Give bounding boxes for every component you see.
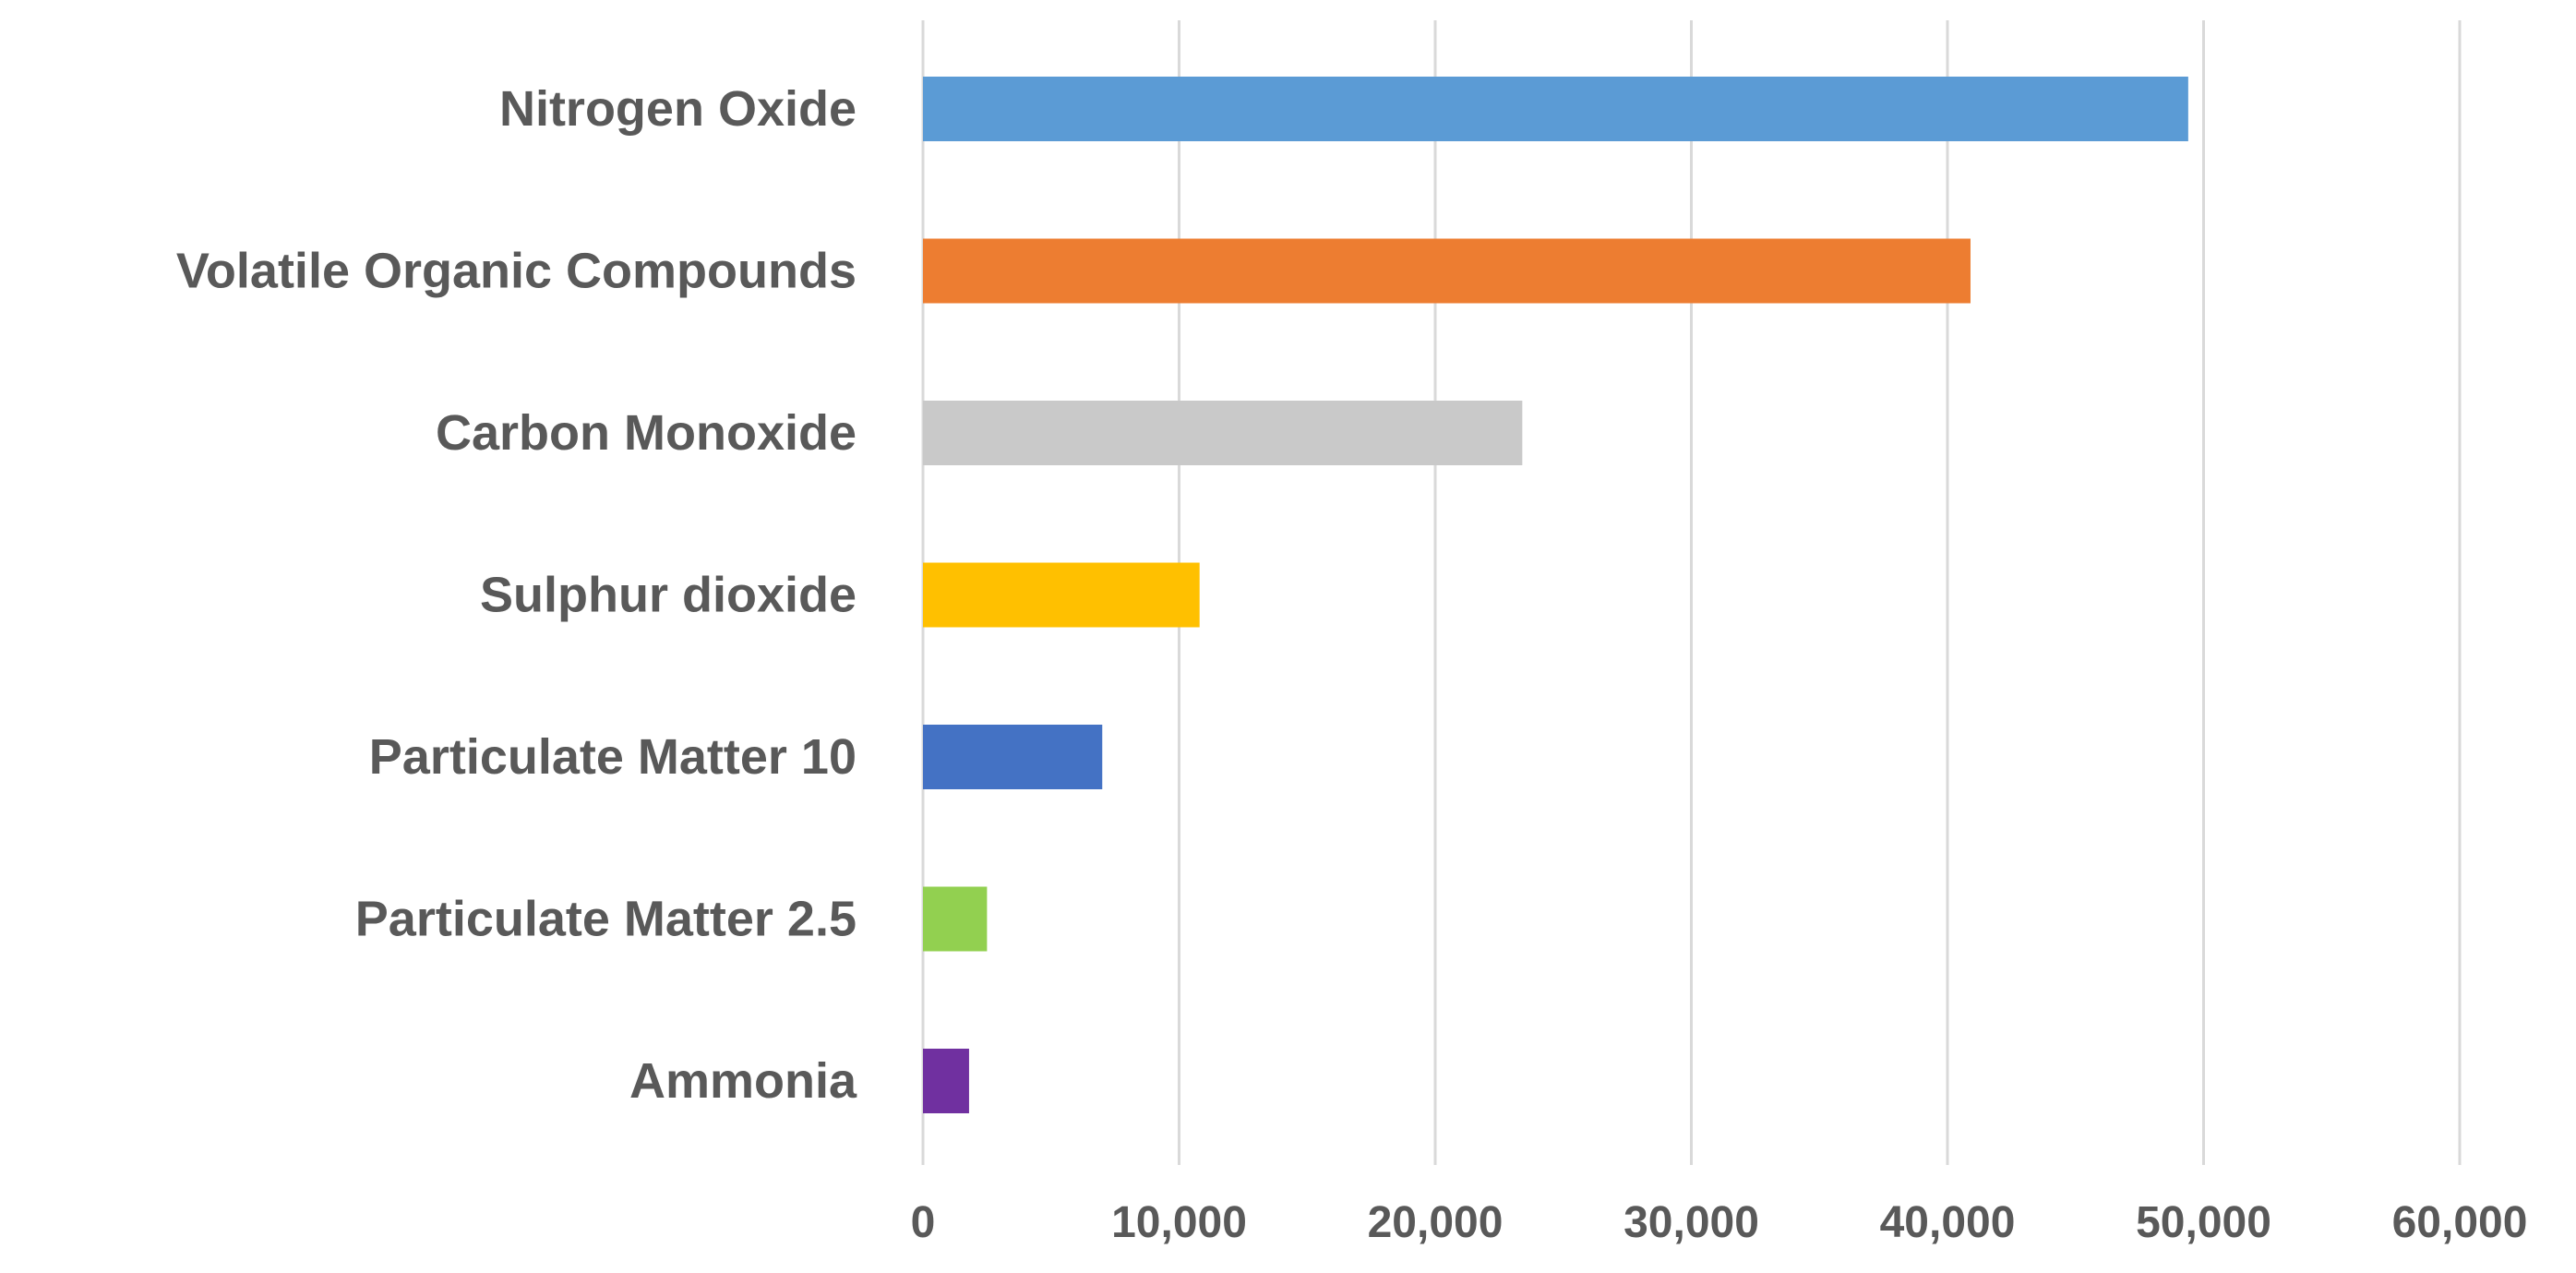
category-label: Sulphur dioxide [480, 568, 857, 623]
x-tick-label: 10,000 [1111, 1198, 1247, 1247]
bar-carbon-monoxide [923, 401, 1523, 465]
bar-nitrogen-oxide [923, 77, 2188, 141]
x-tick-label: 60,000 [2392, 1198, 2528, 1247]
category-label: Carbon Monoxide [436, 405, 857, 461]
x-axis-tick-labels: 0 10,000 20,000 30,000 40,000 50,000 60,000 [911, 1198, 2528, 1247]
category-labels: Nitrogen Oxide Volatile Organic Compounds… [176, 81, 857, 1109]
bars [923, 77, 2188, 1113]
bar-volatile-organic-compounds [923, 238, 1971, 304]
x-tick-label: 40,000 [1880, 1198, 2016, 1247]
x-tick-label: 50,000 [2136, 1198, 2271, 1247]
bar-ammonia [923, 1049, 969, 1113]
category-label: Particulate Matter 2.5 [355, 892, 857, 947]
category-label: Ammonia [629, 1053, 857, 1109]
x-tick-label: 30,000 [1623, 1198, 1759, 1247]
category-label: Volatile Organic Compounds [176, 244, 857, 299]
x-tick-label: 20,000 [1368, 1198, 1504, 1247]
category-label: Nitrogen Oxide [499, 81, 857, 137]
category-label: Particulate Matter 10 [369, 729, 857, 785]
bar-sulphur-dioxide [923, 562, 1200, 628]
x-tick-label: 0 [911, 1198, 936, 1247]
bar-particulate-matter-2-5 [923, 886, 988, 952]
gridlines [921, 20, 2462, 1165]
bar-particulate-matter-10 [923, 725, 1103, 789]
